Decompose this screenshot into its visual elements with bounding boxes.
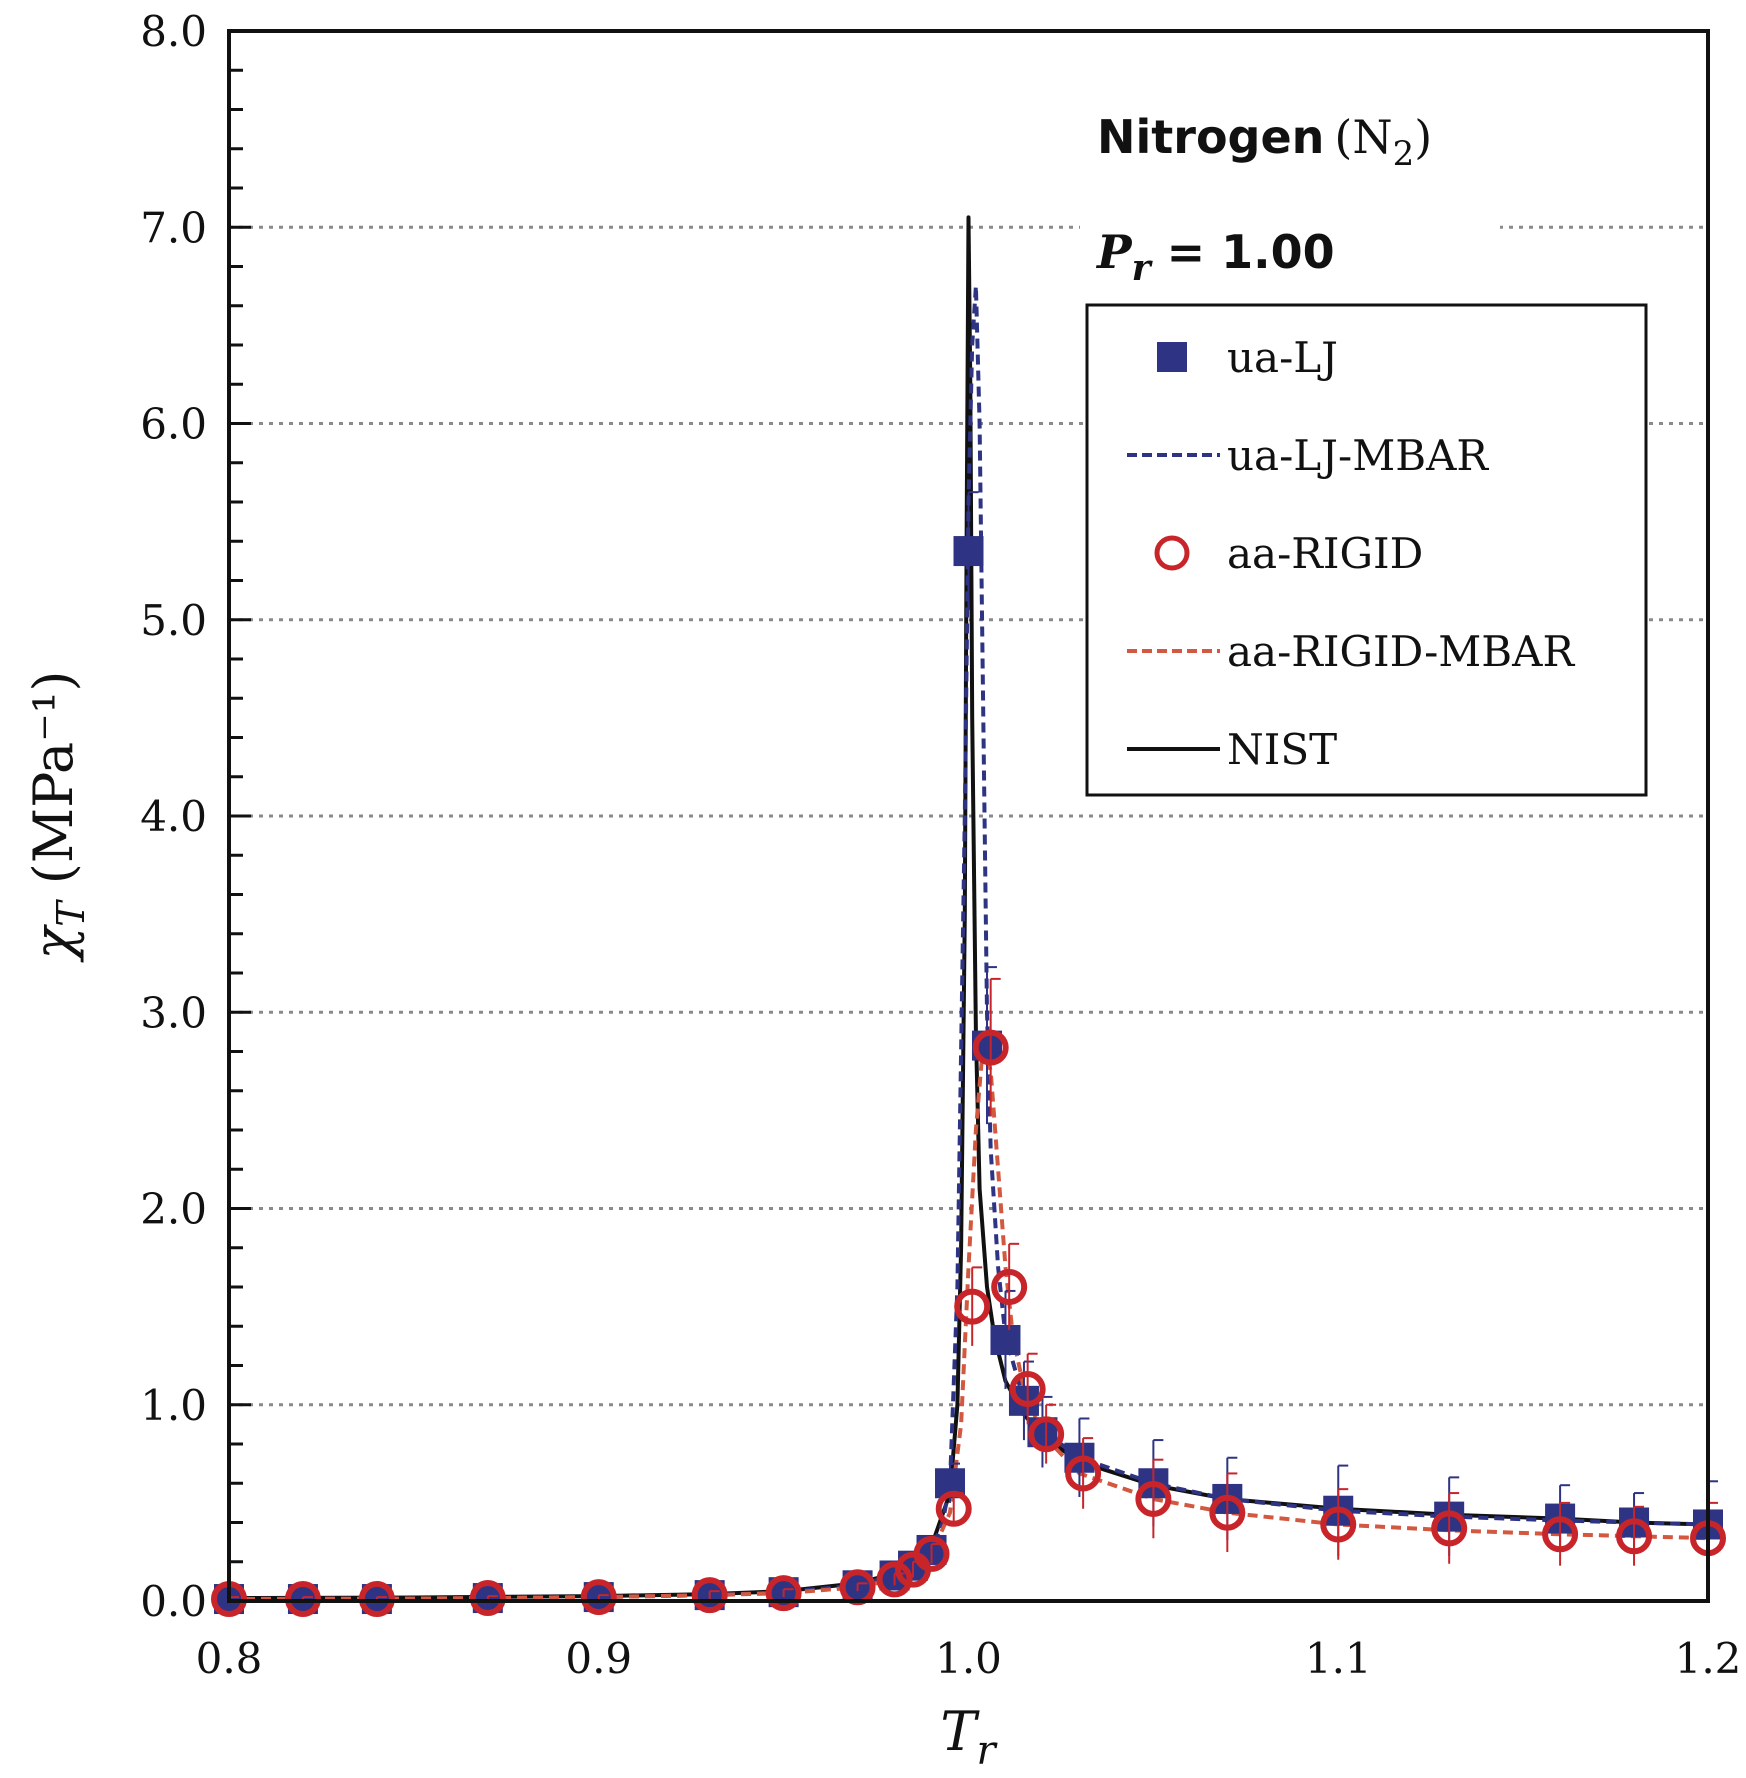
x-tick-label-2: 1.0 [935,1634,1002,1683]
x-axis-title-sub: r [976,1728,998,1774]
y-tick-label-3: 3.0 [140,988,207,1037]
y-axis-title-main: χ [22,923,85,963]
legend-label-aa-rigid: aa-RIGID [1227,529,1423,578]
substance-name: Nitrogen [1097,110,1324,164]
annotation-background [1080,95,1500,290]
point-aa-rigid-17 [1065,1455,1102,1492]
point-aa-rigid-21 [1431,1510,1468,1547]
legend-item-ua-lj-mbar: ua-LJ-MBAR [1127,431,1489,480]
legend-box [1085,303,1648,797]
y-tick-labels: 0.0 1.0 2.0 3.0 4.0 5.0 6.0 7.0 8.0 [140,7,207,1626]
x-tick-label-0: 0.8 [196,1634,263,1683]
y-axis-title: χT (MPa⁻¹) [22,671,93,964]
legend-item-aa-rigid-mbar: aa-RIGID-MBAR [1127,627,1575,676]
point-aa-rigid-13 [972,1029,1009,1066]
y-tick-label-7: 7.0 [140,203,207,252]
y-axis-title-sub: T [49,899,93,927]
legend-label-ua-lj-mbar: ua-LJ-MBAR [1227,431,1489,480]
point-aa-rigid-20 [1320,1506,1357,1543]
point-aa-rigid-18 [1135,1480,1172,1517]
pressure-sub: r [1132,247,1154,289]
point-aa-rigid-5 [691,1577,728,1614]
pressure-symbol: P [1095,225,1133,279]
point-aa-rigid-11 [935,1490,972,1527]
y-tick-label-8: 8.0 [140,7,207,56]
point-aa-rigid-22 [1542,1516,1579,1553]
x-axis-title-main: T [940,1700,980,1763]
substance-formula: (N [1334,110,1392,164]
point-aa-rigid-23 [1616,1518,1653,1555]
substance-annotation: Nitrogen (N2) [1097,110,1432,174]
point-aa-rigid-10 [913,1535,950,1572]
point-aa-rigid-12 [954,1288,991,1325]
y-tick-label-0: 0.0 [140,1577,207,1626]
series-layer [211,215,1726,1618]
y-minor-ticks [229,29,251,1603]
point-ua-lj-12 [953,536,984,567]
legend-label-aa-rigid-mbar: aa-RIGID-MBAR [1227,627,1575,676]
point-aa-rigid-6 [765,1575,802,1612]
point-aa-rigid-16 [1028,1416,1065,1453]
pressure-value: = 1.00 [1151,225,1335,279]
point-aa-rigid-15 [1009,1371,1046,1408]
y-tick-label-4: 4.0 [140,792,207,841]
y-axis-title-unit: (MPa⁻¹) [22,671,85,902]
point-aa-rigid-3 [469,1580,506,1617]
y-tick-label-2: 2.0 [140,1185,207,1234]
series-line-aa-rigid-mbar [228,1039,1709,1601]
legend-label-ua-lj: ua-LJ [1227,333,1338,382]
point-aa-rigid-8 [876,1561,913,1598]
pressure-annotation: Pr = 1.00 [1095,225,1335,289]
point-ua-lj-14 [990,1324,1021,1355]
y-tick-label-1: 1.0 [140,1381,207,1430]
legend-swatch-ua-lj [1157,342,1187,372]
series-aa-rigid-mbar [228,1039,1709,1601]
point-aa-rigid-19 [1209,1494,1246,1531]
legend-label-nist: NIST [1227,725,1337,774]
substance-formula-end: ) [1414,110,1432,164]
x-tick-label-4: 1.2 [1675,1634,1742,1683]
y-tick-label-6: 6.0 [140,400,207,449]
x-tick-label-3: 1.1 [1305,1634,1372,1683]
y-tick-label-5: 5.0 [140,596,207,645]
legend: ua-LJ ua-LJ-MBAR aa-RIGID aa-RIGID-MBAR NIST [1085,303,1648,797]
legend-item-nist: NIST [1127,725,1337,774]
x-axis-title: Tr [940,1700,998,1774]
point-aa-rigid-14 [991,1269,1028,1305]
point-aa-rigid-4 [580,1579,617,1616]
x-tick-label-1: 0.9 [565,1634,632,1683]
legend-swatch-aa-rigid [1154,535,1190,571]
x-tick-labels: 0.8 0.9 1.0 1.1 1.2 [196,1634,1742,1683]
legend-item-ua-lj: ua-LJ [1157,333,1338,382]
legend-item-aa-rigid: aa-RIGID [1154,529,1423,578]
substance-formula-sub: 2 [1393,134,1415,174]
